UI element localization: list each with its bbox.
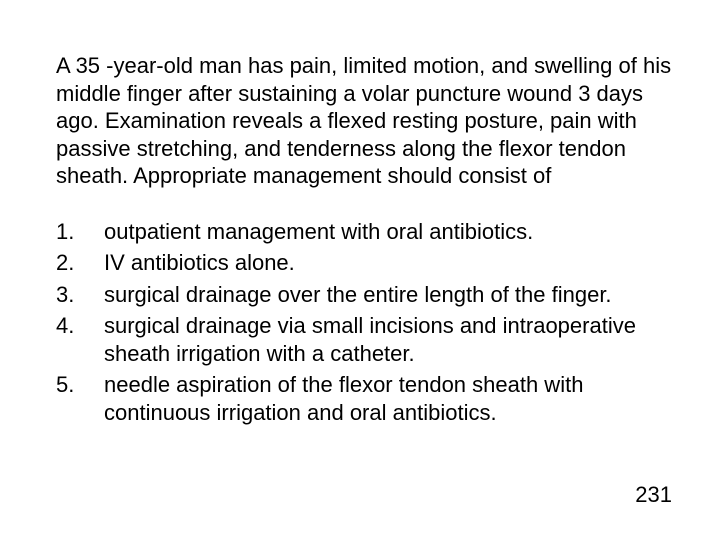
- page-number: 231: [635, 482, 672, 508]
- option-row: 1. outpatient management with oral antib…: [56, 218, 672, 250]
- option-row: 5. needle aspiration of the flexor tendo…: [56, 371, 672, 430]
- option-text: needle aspiration of the flexor tendon s…: [104, 371, 672, 430]
- option-number: 3.: [56, 281, 104, 313]
- option-number: 1.: [56, 218, 104, 250]
- option-number: 4.: [56, 312, 104, 371]
- options-list: 1. outpatient management with oral antib…: [56, 218, 672, 431]
- option-row: 3. surgical drainage over the entire len…: [56, 281, 672, 313]
- question-stem: A 35 -year-old man has pain, limited mot…: [56, 52, 672, 190]
- slide-page: A 35 -year-old man has pain, limited mot…: [0, 0, 720, 540]
- option-row: 2. IV antibiotics alone.: [56, 249, 672, 281]
- option-text: surgical drainage over the entire length…: [104, 281, 672, 313]
- option-number: 5.: [56, 371, 104, 430]
- option-row: 4. surgical drainage via small incisions…: [56, 312, 672, 371]
- option-text: outpatient management with oral antibiot…: [104, 218, 672, 250]
- option-text: surgical drainage via small incisions an…: [104, 312, 672, 371]
- option-text: IV antibiotics alone.: [104, 249, 672, 281]
- option-number: 2.: [56, 249, 104, 281]
